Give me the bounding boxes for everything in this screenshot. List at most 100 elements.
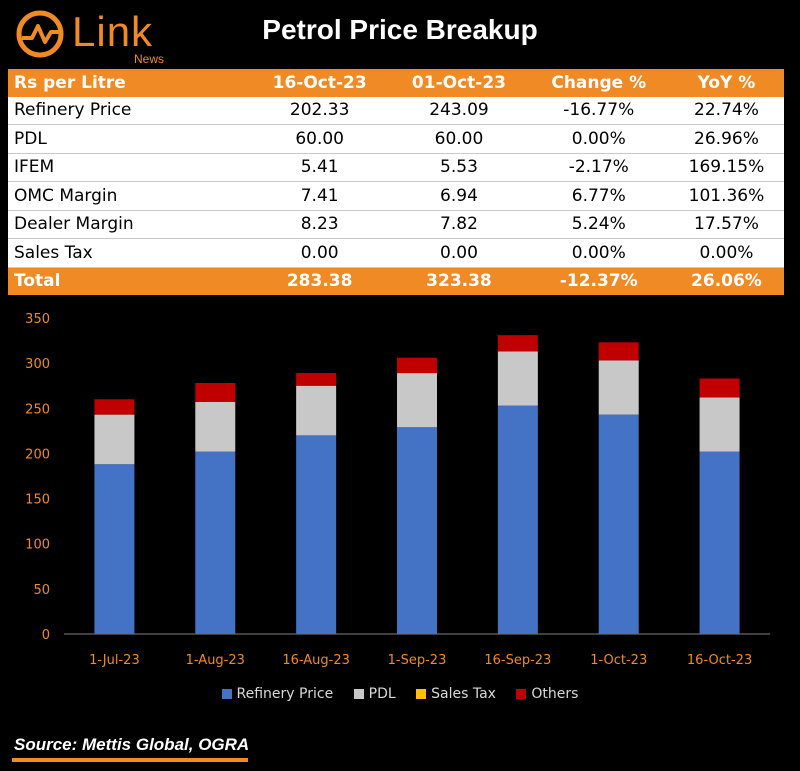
table-cell: -12.37% [528, 267, 669, 295]
table-cell: 0.00% [528, 238, 669, 268]
y-tick-label: 350 [25, 312, 50, 327]
table-row: IFEM 5.41 5.53 -2.17% 169.15% [8, 153, 784, 182]
stacked-bar-chart: 0 50 100 150 200 250 300 350 1-Jul-23 1-Aug-23 16-… [25, 312, 770, 668]
table-cell: 202.33 [250, 96, 390, 125]
x-tick-label: 1-Sep-23 [388, 653, 447, 668]
table-cell: Total [8, 267, 250, 295]
x-tick-label: 1-Oct-23 [590, 653, 647, 668]
legend-label: Refinery Price [236, 686, 334, 702]
bar-segment [497, 405, 538, 634]
column-header: 01-Oct-23 [389, 69, 529, 97]
table-cell: IFEM [8, 153, 250, 182]
column-header: Change % [528, 69, 669, 97]
bar-segment [598, 414, 639, 634]
source-underline [12, 758, 248, 762]
legend-item: Others [516, 686, 578, 702]
table-row: PDL 60.00 60.00 0.00% 26.96% [8, 124, 784, 154]
table-cell: 60.00 [250, 124, 390, 154]
bar-segment [699, 378, 740, 398]
legend-item: Refinery Price [221, 686, 334, 702]
table-row: Refinery Price 202.33 243.09 -16.77% 22.… [8, 96, 784, 125]
source-note: Source: Mettis Global, OGRA [14, 735, 250, 754]
x-tick-label: 16-Oct-23 [687, 653, 752, 668]
table-cell: PDL [8, 124, 250, 154]
table-cell: 5.53 [389, 153, 529, 182]
table-cell: 60.00 [389, 124, 529, 154]
x-tick-label: 16-Aug-23 [282, 653, 350, 668]
bar-segment [296, 435, 337, 634]
bar-segment [699, 397, 740, 452]
logo-subtext: News [134, 52, 165, 66]
table-cell: -16.77% [528, 96, 669, 125]
column-header: YoY % [668, 69, 784, 97]
bar-segment [497, 351, 538, 406]
table-cell: 17.57% [668, 210, 784, 239]
x-tick-label: 1-Aug-23 [186, 653, 245, 668]
table-cell: 101.36% [668, 181, 784, 211]
table-cell: 169.15% [668, 153, 784, 182]
table-cell: 323.38 [389, 267, 529, 295]
table-cell: Sales Tax [8, 238, 250, 268]
legend-swatch [353, 689, 364, 699]
bar-segment [397, 357, 437, 374]
chart-legend: Refinery Price PDL Sales Tax Others [0, 686, 800, 702]
table-cell: 283.38 [250, 267, 390, 295]
table-cell: 0.00% [668, 238, 784, 268]
logo: Link News [14, 6, 174, 66]
table-cell: 26.96% [668, 124, 784, 154]
table-cell: 22.74% [668, 96, 784, 125]
x-tick-label: 16-Sep-23 [484, 653, 551, 668]
bar-segment [397, 373, 437, 428]
table-cell: OMC Margin [8, 181, 250, 211]
x-tick-label: 1-Jul-23 [89, 653, 140, 668]
legend-swatch [221, 689, 232, 699]
bar-segment [699, 451, 740, 634]
page-title: Petrol Price Breakup [262, 14, 538, 45]
table-header-row: Rs per Litre 16-Oct-23 01-Oct-23 Change … [8, 69, 784, 97]
table-cell: 5.24% [528, 210, 669, 239]
table-cell: 0.00% [528, 124, 669, 154]
table-cell: 5.41 [250, 153, 390, 182]
table-cell: 26.06% [668, 267, 784, 295]
bar-segment [296, 373, 337, 386]
bar-segment [195, 451, 236, 634]
column-header: Rs per Litre [8, 69, 250, 97]
column-header: 16-Oct-23 [250, 69, 390, 97]
y-tick-label: 300 [25, 357, 50, 372]
table-cell: 6.77% [528, 181, 669, 211]
y-tick-label: 200 [25, 447, 50, 462]
bar-segment [497, 335, 538, 352]
table-cell: -2.17% [528, 153, 669, 182]
legend-item: Sales Tax [416, 686, 496, 702]
price-table: Rs per Litre 16-Oct-23 01-Oct-23 Change … [8, 69, 784, 295]
table-row: OMC Margin 7.41 6.94 6.77% 101.36% [8, 181, 784, 211]
y-tick-label: 150 [25, 493, 50, 508]
logo-mark-icon [16, 10, 64, 58]
bar-segment [94, 414, 135, 465]
table-total-row: Total 283.38 323.38 -12.37% 26.06% [8, 267, 784, 295]
table-cell: 8.23 [250, 210, 390, 239]
logo-text: Link [72, 8, 154, 55]
table-cell: Refinery Price [8, 96, 250, 125]
bar-segment [195, 383, 236, 402]
legend-swatch [416, 689, 427, 699]
legend-label: PDL [368, 686, 396, 702]
table-row: Sales Tax 0.00 0.00 0.00% 0.00% [8, 238, 784, 268]
table-cell: 6.94 [389, 181, 529, 211]
bar-segment [94, 464, 135, 634]
table-cell: 7.41 [250, 181, 390, 211]
table-cell: 7.82 [389, 210, 529, 239]
y-tick-label: 50 [33, 583, 50, 598]
table-cell: 0.00 [250, 238, 390, 268]
table-cell: Dealer Margin [8, 210, 250, 239]
y-tick-label: 0 [42, 628, 50, 643]
bar-segment [296, 385, 337, 436]
y-tick-label: 250 [25, 402, 50, 417]
legend-label: Others [531, 686, 579, 702]
bar-segment [397, 427, 437, 634]
table-cell: 243.09 [389, 96, 529, 125]
table-cell: 0.00 [389, 238, 529, 268]
legend-swatch [516, 689, 527, 699]
bar-segment [598, 360, 639, 415]
bar-segment [598, 342, 639, 361]
